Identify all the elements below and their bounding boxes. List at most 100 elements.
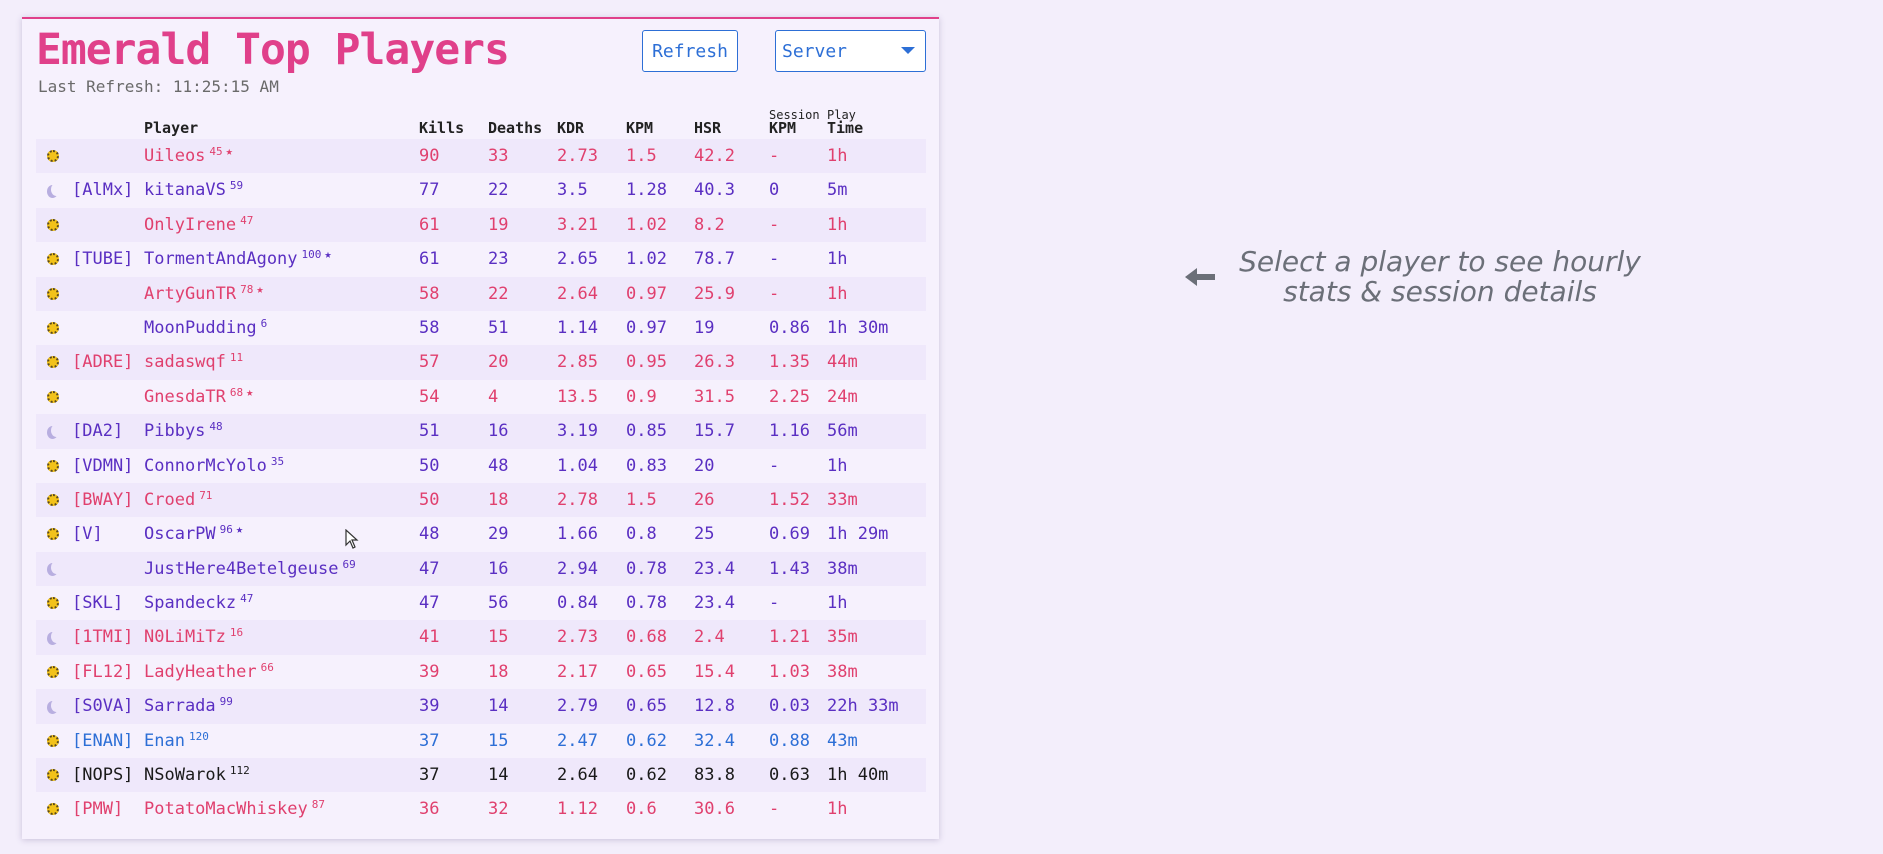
table-row[interactable]: [SKL] Spandeckz 47 47 56 0.84 0.78 23.4-1h bbox=[36, 586, 926, 620]
column-header-player[interactable]: Player bbox=[144, 119, 199, 137]
session-kpm-cell: - bbox=[769, 249, 780, 270]
kdr-cell: 2.79 bbox=[557, 696, 598, 717]
moon-icon bbox=[44, 689, 62, 723]
table-row[interactable]: [FL12] LadyHeather 66 39 18 2.17 0.65 15.4 1.03 3… bbox=[36, 655, 926, 689]
player-name-text: N0LiMiTz bbox=[144, 627, 226, 648]
table-row[interactable]: ArtyGunTR 78 ★ 58 22 2.64 0.97 25.9 - 1h bbox=[36, 276, 926, 313]
kpm-cell: 0.97 bbox=[626, 317, 667, 338]
sun-icon bbox=[44, 483, 62, 517]
battle-rank: 11 bbox=[229, 351, 244, 365]
player-name-text: NSoWarok bbox=[144, 765, 226, 786]
battle-rank: 78 bbox=[240, 282, 254, 296]
kdr-cell: 2.73 bbox=[557, 627, 598, 648]
player-name[interactable]: kitanaVS 59 bbox=[144, 173, 246, 209]
server-select-value: Server bbox=[782, 40, 848, 62]
table-row[interactable]: [ENAN] Enan 120 37 15 2.47 0.62 32.4 0.88 43m bbox=[36, 724, 926, 758]
kills-cell: 47 bbox=[419, 593, 440, 614]
kpm-cell: 0.85 bbox=[626, 421, 667, 442]
battle-rank: 47 bbox=[240, 592, 254, 606]
kills-cell: 47 bbox=[419, 558, 440, 579]
column-header-deaths[interactable]: Deaths bbox=[488, 119, 543, 137]
server-select[interactable]: Server bbox=[775, 30, 926, 72]
table-row[interactable]: [PMW] PotatoMacWhiskey 87 36 32 1.12 0.6 30.6 - 1… bbox=[36, 792, 926, 826]
player-name[interactable]: ConnorMcYolo 35 bbox=[144, 449, 287, 485]
sun-icon bbox=[44, 517, 62, 551]
column-header-session-kpm[interactable]: KPM bbox=[769, 119, 797, 137]
session-kpm-cell: - bbox=[769, 593, 780, 614]
deaths-cell: 51 bbox=[488, 317, 509, 338]
player-name[interactable]: NSoWarok 112 bbox=[144, 758, 253, 794]
kpm-cell: 0.78 bbox=[626, 593, 667, 614]
page-title: Emerald Top Players bbox=[36, 25, 510, 75]
table-row[interactable]: [VDMN] ConnorMcYolo 35 50 48 1.04 0.83 20 - 1h bbox=[36, 449, 926, 483]
table-row[interactable]: [DA2] Pibbys 48 51 16 3.19 0.85 15.7 1.16 56m bbox=[36, 414, 926, 450]
kdr-cell: 2.94 bbox=[557, 558, 598, 579]
player-name[interactable]: Spandeckz 47 bbox=[144, 586, 256, 622]
battle-rank: 68 bbox=[229, 385, 244, 399]
play-time-cell: 43m bbox=[827, 730, 858, 751]
deaths-cell: 20 bbox=[488, 352, 509, 373]
hsr-cell: 78.7 bbox=[694, 249, 735, 270]
player-name-text: ConnorMcYolo bbox=[144, 455, 267, 476]
kills-cell: 57 bbox=[419, 352, 440, 373]
table-row[interactable]: GnesdaTR 68 ★ 54 4 13.5 0.9 31.5 2.25 24m bbox=[36, 380, 926, 414]
table-row[interactable]: [S0VA] Sarrada 99 39 14 2.79 0.65 12.8 0.03 22h 3… bbox=[36, 689, 926, 725]
player-name[interactable]: LadyHeather 66 bbox=[144, 655, 277, 691]
table-row[interactable]: [1TMI] N0LiMiTz 16 41 15 2.73 0.68 2.4 1.21 35m bbox=[36, 620, 926, 656]
battle-rank: 66 bbox=[260, 660, 274, 674]
table-row[interactable]: [V] OscarPW 96 ★ 48 29 1.66 0.8 25 0.69 1h 29m bbox=[36, 517, 926, 551]
table-row[interactable]: [BWAY] Croed 71 50 18 2.78 1.5 26 1.52 33m bbox=[36, 482, 926, 519]
player-name[interactable]: Sarrada 99 bbox=[144, 689, 236, 725]
session-kpm-cell: 1.16 bbox=[769, 421, 810, 442]
sun-icon bbox=[44, 277, 62, 311]
table-row[interactable]: JustHere4Betelgeuse 69 47 16 2.94 0.78 23.4 1.4… bbox=[36, 551, 926, 588]
session-kpm-cell: 1.03 bbox=[769, 661, 810, 682]
player-name[interactable]: JustHere4Betelgeuse 69 bbox=[144, 552, 359, 588]
player-name[interactable]: OnlyIrene 47 bbox=[144, 208, 256, 244]
table-row[interactable]: [TUBE] TormentAndAgony 100 ★ 61 23 2.65 1.02 78.… bbox=[36, 242, 926, 276]
kdr-cell: 2.73 bbox=[557, 146, 598, 166]
play-time-cell: 1h bbox=[827, 214, 848, 235]
player-name[interactable]: ArtyGunTR 78 ★ bbox=[144, 277, 264, 313]
battle-rank: 112 bbox=[229, 764, 250, 778]
play-time-cell: 1h 40m bbox=[827, 765, 889, 786]
table-row[interactable]: [AlMx] kitanaVS 59 77 22 3.5 1.28 40.3 0 5m bbox=[36, 173, 926, 207]
kpm-cell: 1.28 bbox=[626, 180, 667, 201]
player-name[interactable]: MoonPudding 6 bbox=[144, 311, 270, 347]
table-row[interactable]: [NOPS] NSoWarok 112 37 14 2.64 0.62 83.8 0.63 1h … bbox=[36, 758, 926, 794]
outfit-tag: [SKL] bbox=[72, 593, 124, 614]
column-header-hsr[interactable]: HSR bbox=[694, 119, 722, 137]
refresh-button[interactable]: Refresh bbox=[642, 30, 738, 72]
column-header-kills[interactable]: Kills bbox=[419, 119, 465, 137]
kills-cell: 54 bbox=[419, 386, 440, 407]
column-header-kpm[interactable]: KPM bbox=[626, 119, 654, 137]
player-name[interactable]: GnesdaTR 68 ★ bbox=[144, 380, 253, 416]
player-name[interactable]: PotatoMacWhiskey 87 bbox=[144, 792, 328, 828]
player-name[interactable]: Croed 71 bbox=[144, 483, 215, 519]
player-name[interactable]: sadaswqf 11 bbox=[144, 345, 246, 381]
player-name-text: LadyHeather bbox=[144, 661, 257, 682]
player-name[interactable]: Enan 120 bbox=[144, 724, 212, 760]
column-header-kdr[interactable]: KDR bbox=[557, 119, 585, 137]
player-name[interactable]: Uileos 45 ★ bbox=[144, 139, 233, 175]
play-time-cell: 56m bbox=[827, 421, 858, 442]
table-row[interactable]: OnlyIrene 47 61 19 3.21 1.02 8.2 - 1h bbox=[36, 207, 926, 244]
session-kpm-cell: 2.25 bbox=[769, 386, 810, 407]
table-row[interactable]: MoonPudding 6 58 51 1.14 0.97 19 0.86 1h 30m bbox=[36, 311, 926, 345]
column-header-play-time[interactable]: Time bbox=[827, 119, 864, 137]
hsr-cell: 26.3 bbox=[694, 352, 735, 373]
kills-cell: 37 bbox=[419, 765, 440, 786]
kills-cell: 77 bbox=[419, 180, 440, 201]
hint-line-1: Select a player to see hourly bbox=[1239, 245, 1641, 278]
player-name[interactable]: TormentAndAgony 100 ★ bbox=[144, 242, 332, 278]
kdr-cell: 1.04 bbox=[557, 455, 598, 476]
player-name[interactable]: OscarPW 96 ★ bbox=[144, 517, 243, 553]
play-time-cell: 1h bbox=[827, 283, 848, 304]
player-name[interactable]: Pibbys 48 bbox=[144, 414, 226, 450]
table-row[interactable]: [ADRE] sadaswqf 11 57 20 2.85 0.95 26.3 1.35 44m bbox=[36, 345, 926, 381]
table-row[interactable]: Uileos 45 ★ 90 33 2.73 1.5 42.2 - 1h bbox=[36, 139, 926, 175]
sun-icon bbox=[44, 242, 62, 276]
player-name[interactable]: N0LiMiTz 16 bbox=[144, 620, 246, 656]
deaths-cell: 29 bbox=[488, 524, 509, 545]
mouse-cursor-icon bbox=[345, 529, 359, 549]
